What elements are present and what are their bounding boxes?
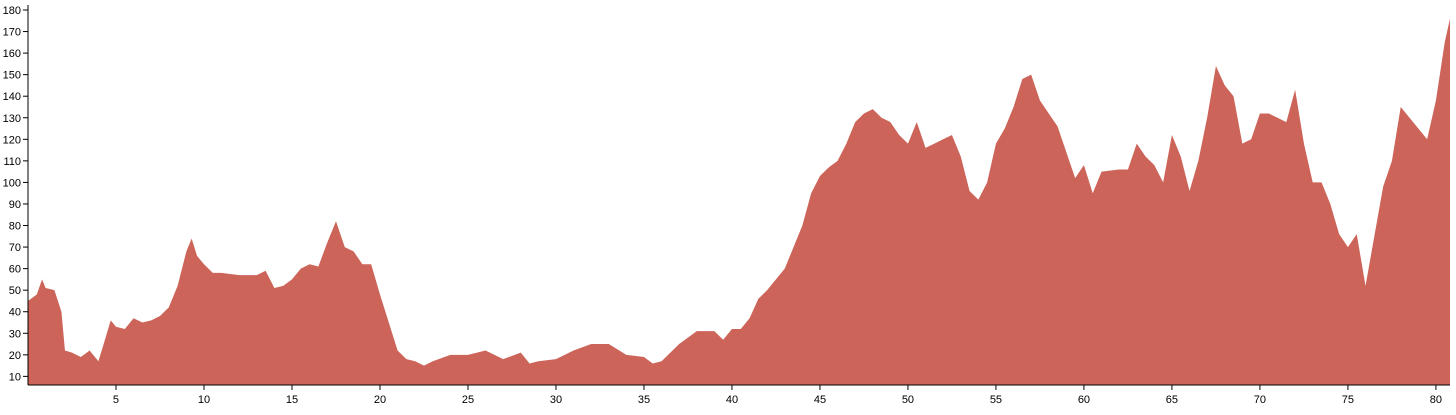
x-tick-label: 50 [902, 394, 914, 406]
y-tick-label: 30 [9, 328, 21, 340]
x-tick-label: 70 [1254, 394, 1266, 406]
y-tick-label: 140 [3, 91, 21, 103]
x-tick-label: 80 [1430, 394, 1442, 406]
y-tick-label: 110 [3, 156, 21, 168]
y-tick-label: 60 [9, 264, 21, 276]
x-tick-label: 45 [814, 394, 826, 406]
y-tick-label: 180 [3, 5, 21, 17]
y-tick-label: 150 [3, 70, 21, 82]
y-tick-label: 70 [9, 242, 21, 254]
y-tick-label: 40 [9, 307, 21, 319]
y-tick-label: 100 [3, 177, 21, 189]
x-tick-label: 65 [1166, 394, 1178, 406]
x-tick-label: 55 [990, 394, 1002, 406]
y-tick-label: 10 [9, 371, 21, 383]
y-tick-label: 170 [3, 27, 21, 39]
y-tick-label: 50 [9, 285, 21, 297]
y-tick-label: 120 [3, 134, 21, 146]
y-tick-label: 130 [3, 113, 21, 125]
x-tick-label: 5 [113, 394, 119, 406]
x-tick-label: 60 [1078, 394, 1090, 406]
x-tick-label: 40 [726, 394, 738, 406]
y-tick-label: 80 [9, 221, 21, 233]
x-tick-label: 75 [1342, 394, 1354, 406]
x-tick-label: 25 [462, 394, 474, 406]
y-tick-label: 20 [9, 350, 21, 362]
x-tick-label: 15 [286, 394, 298, 406]
x-tick-label: 30 [550, 394, 562, 406]
x-tick-label: 35 [638, 394, 650, 406]
y-tick-label: 160 [3, 48, 21, 60]
y-tick-label: 90 [9, 199, 21, 211]
x-tick-label: 20 [374, 394, 386, 406]
elevation-area [28, 18, 1450, 385]
x-tick-label: 10 [198, 394, 210, 406]
